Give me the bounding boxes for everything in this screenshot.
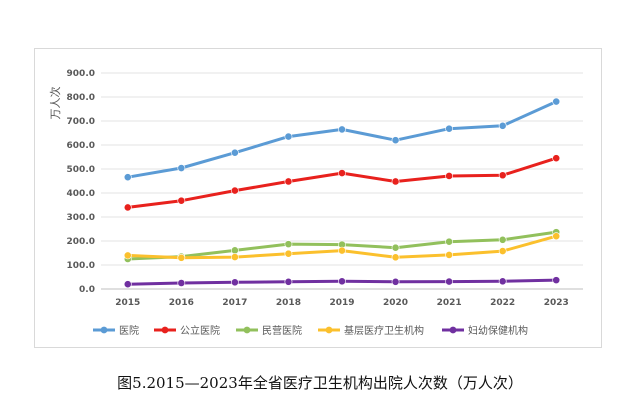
data-point-3-8 — [552, 232, 561, 241]
chart-frame: 0.0 100.0 200.0 300.0 400.0 500.0 600.0 700.0 80… — [34, 48, 602, 348]
data-point-1-8 — [552, 154, 561, 163]
series-line-0 — [126, 100, 558, 179]
data-point-3-1 — [177, 253, 186, 262]
data-point-3-0 — [123, 251, 132, 260]
data-point-4-1 — [177, 279, 186, 287]
y-tick-label: 900.0 — [67, 69, 95, 79]
y-axis-label: 万人次 — [48, 87, 62, 120]
legend-label-3: 基层医疗卫生机构 — [344, 324, 424, 337]
legend-label-0: 医院 — [119, 324, 139, 337]
y-tick-label: 0.0 — [79, 285, 95, 295]
data-point-4-6 — [445, 277, 454, 286]
legend-label-1: 公立医院 — [180, 324, 220, 337]
x-tick-label: 2015 — [115, 298, 140, 308]
x-tick-label: 2023 — [544, 298, 569, 308]
y-tick-label: 100.0 — [67, 261, 95, 271]
data-point-2-2 — [230, 246, 239, 255]
x-tick-label: 2019 — [329, 298, 354, 308]
data-point-3-6 — [445, 251, 454, 259]
x-tick-label: 2018 — [276, 298, 301, 308]
data-point-4-3 — [284, 277, 293, 286]
data-point-3-4 — [338, 246, 346, 255]
data-point-3-7 — [498, 247, 507, 255]
legend-swatch-marker-2 — [243, 326, 251, 334]
x-tick-label: 2016 — [169, 298, 194, 308]
data-point-0-7 — [498, 121, 507, 130]
legend-swatch-marker-3 — [325, 326, 333, 334]
y-tick-label: 500.0 — [67, 165, 95, 175]
data-point-0-0 — [123, 173, 132, 182]
x-tick-label: 2017 — [222, 298, 247, 308]
data-point-0-4 — [338, 125, 346, 134]
data-point-4-7 — [498, 277, 507, 286]
data-point-1-1 — [177, 196, 186, 205]
y-tick-label: 200.0 — [67, 237, 95, 247]
line-chart: 0.0 100.0 200.0 300.0 400.0 500.0 600.0 700.0 80… — [48, 69, 583, 337]
data-point-2-3 — [284, 240, 293, 249]
data-point-2-7 — [498, 235, 507, 244]
data-point-1-7 — [498, 171, 507, 180]
y-tick-label: 800.0 — [67, 93, 95, 103]
data-point-3-2 — [230, 253, 239, 261]
legend-swatch-marker-4 — [449, 326, 457, 334]
data-point-1-6 — [445, 172, 454, 180]
data-point-1-0 — [123, 203, 132, 212]
data-point-0-6 — [445, 124, 454, 133]
data-point-0-2 — [230, 148, 239, 157]
legend-label-4: 妇幼保健机构 — [468, 324, 528, 337]
data-point-4-2 — [230, 278, 239, 287]
x-tick-label: 2022 — [490, 298, 515, 308]
data-point-4-4 — [338, 277, 346, 286]
legend-label-2: 民营医院 — [262, 324, 302, 337]
figure-caption: 图5.2015—2023年全省医疗卫生机构出院人次数（万人次） — [117, 374, 523, 392]
data-point-4-0 — [123, 280, 132, 289]
data-point-4-8 — [552, 276, 561, 285]
x-tick-label: 2021 — [437, 298, 462, 308]
legend-swatch-marker-1 — [161, 326, 169, 334]
y-tick-label: 700.0 — [67, 117, 95, 127]
x-tick-label: 2020 — [383, 298, 408, 308]
data-point-3-5 — [391, 253, 400, 262]
y-tick-label: 600.0 — [67, 141, 95, 151]
data-point-0-5 — [391, 136, 400, 145]
data-point-1-5 — [391, 177, 400, 186]
data-point-2-6 — [445, 237, 454, 246]
data-point-1-2 — [230, 186, 239, 195]
data-point-1-3 — [284, 177, 293, 186]
data-point-0-1 — [177, 164, 186, 172]
y-tick-label: 400.0 — [67, 189, 95, 199]
data-point-0-3 — [284, 132, 293, 141]
y-tick-label: 300.0 — [67, 213, 95, 223]
data-point-1-4 — [338, 169, 346, 177]
data-point-0-8 — [552, 97, 561, 106]
data-point-4-5 — [391, 277, 400, 286]
legend-swatch-marker-0 — [100, 326, 108, 334]
data-point-3-3 — [284, 249, 293, 258]
data-point-2-5 — [391, 243, 400, 252]
